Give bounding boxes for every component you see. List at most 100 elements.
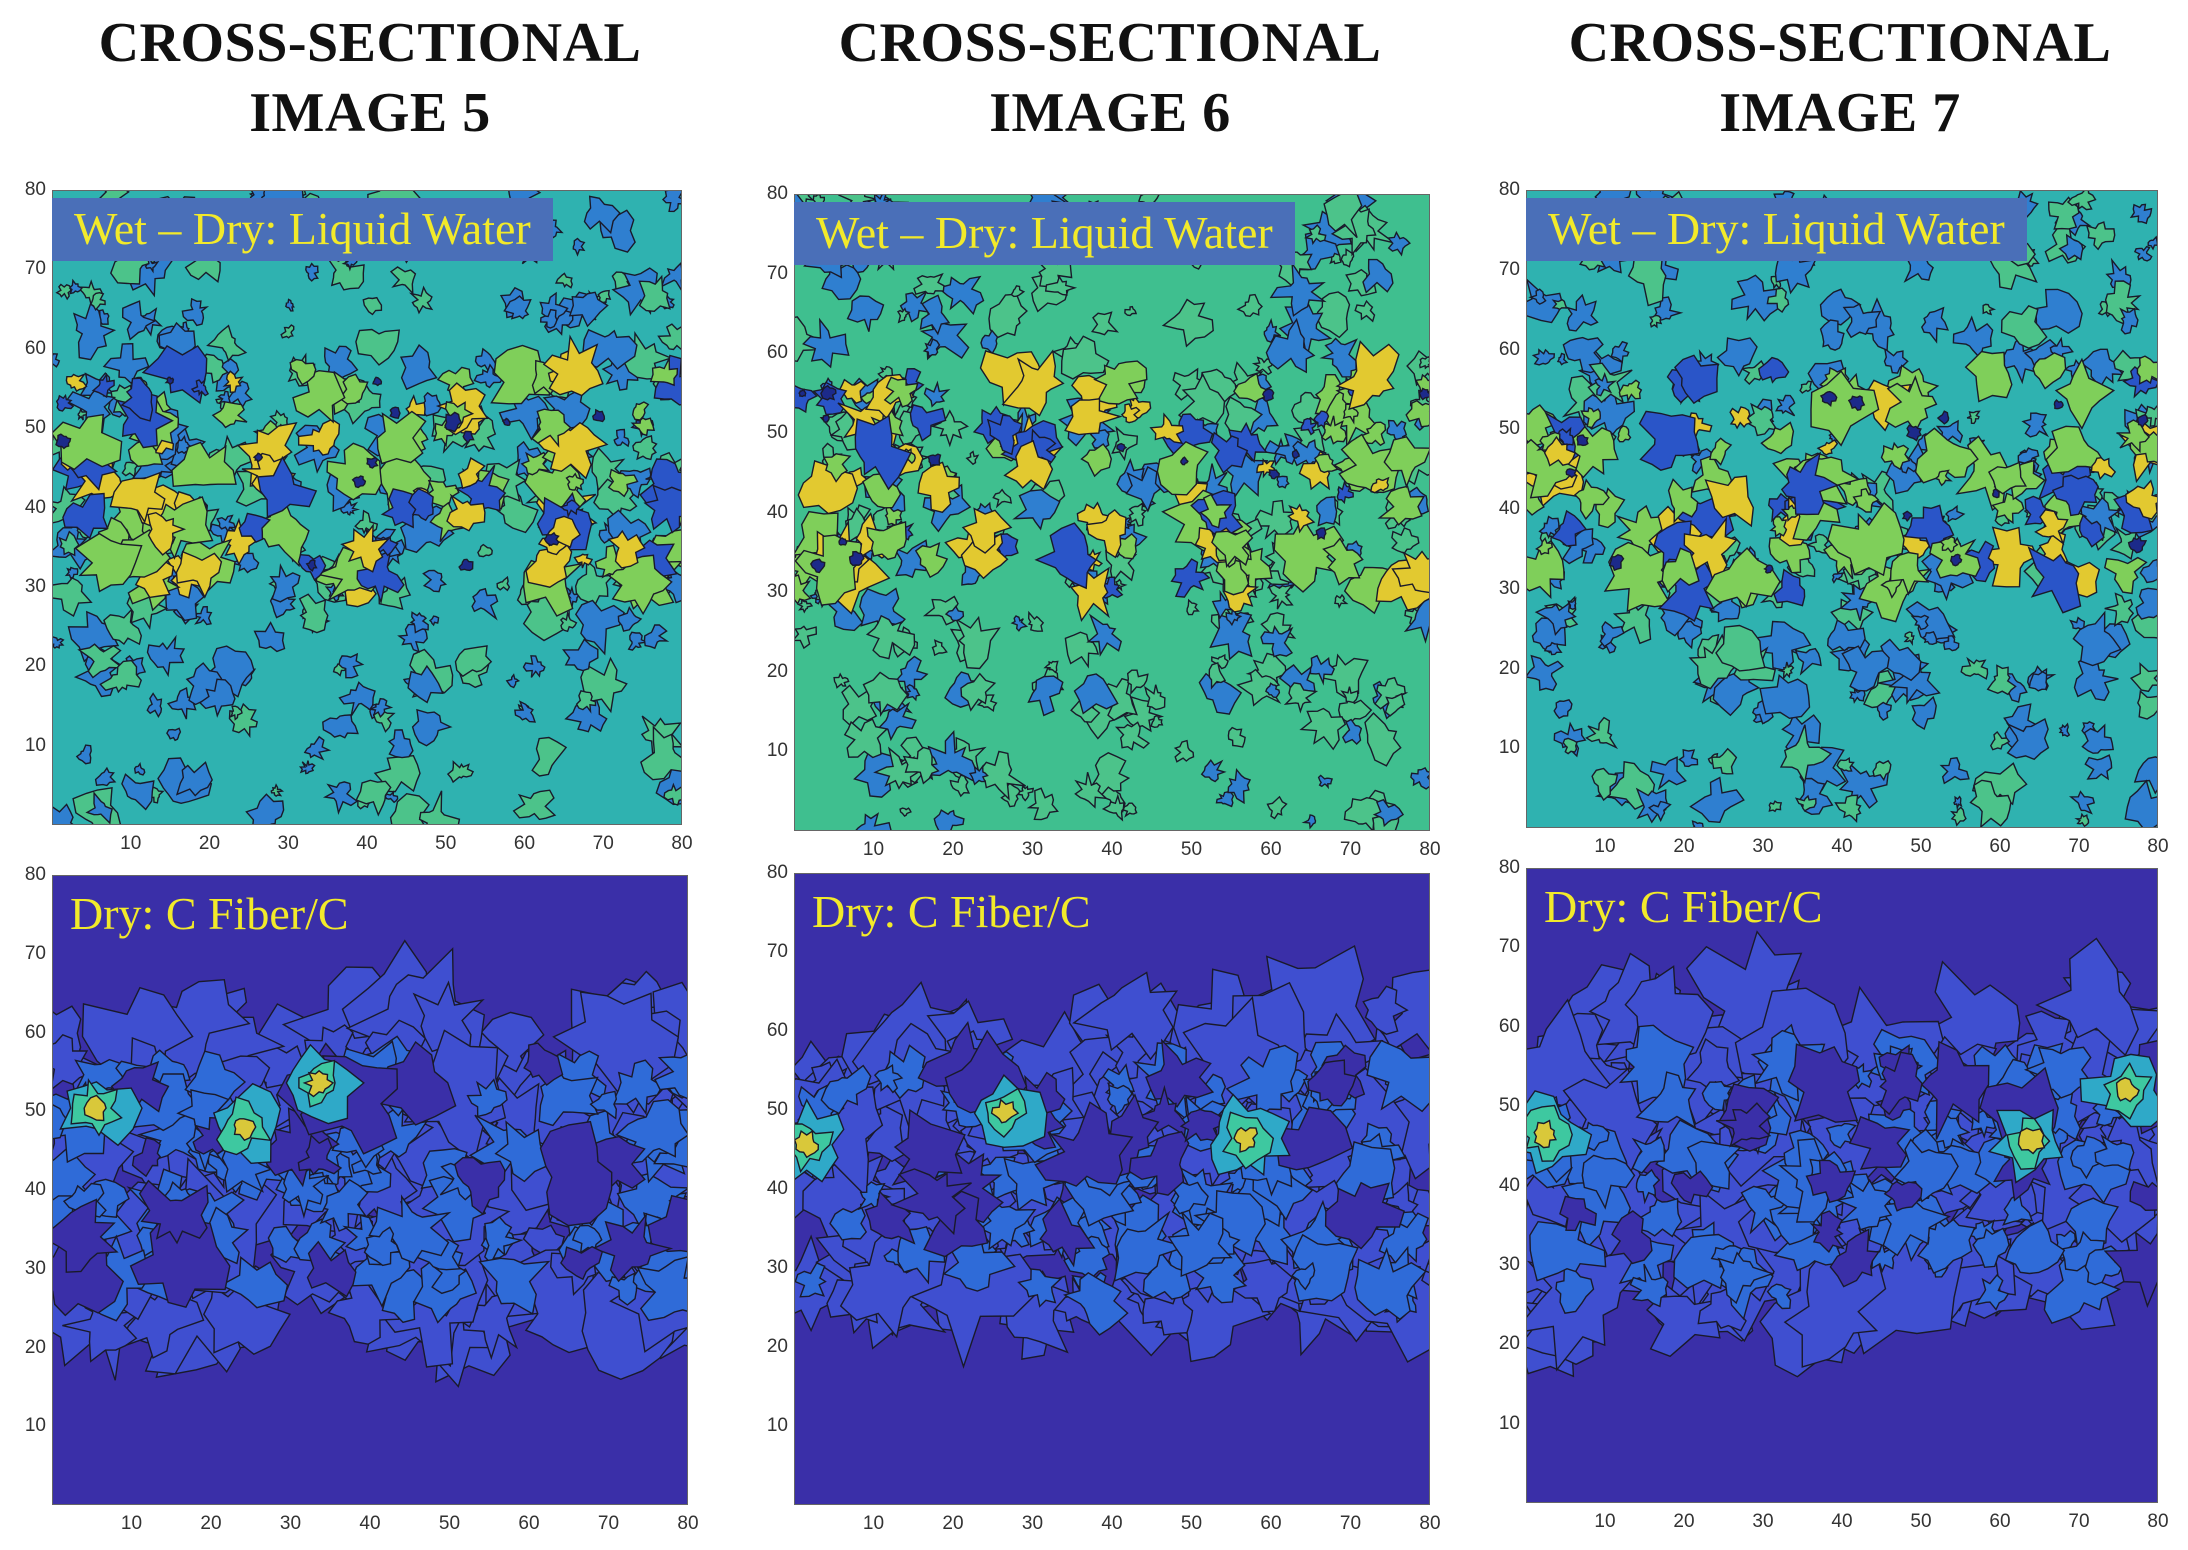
contour-region: [1372, 798, 1405, 828]
contour-region: [1074, 772, 1109, 809]
contour-region: [411, 708, 453, 747]
contour-region: [1210, 431, 1249, 474]
y-tick-label: 10: [1498, 737, 1520, 759]
contour-region: [1003, 1157, 1064, 1212]
x-tick-label: 70: [597, 1513, 620, 1534]
contour-region: [1290, 1261, 1316, 1291]
contour-region: [543, 531, 560, 546]
contour-region: [1884, 374, 1938, 434]
contour-region: [1001, 349, 1065, 417]
contour-region: [372, 710, 396, 733]
contour-region: [559, 610, 578, 633]
contour-region: [1179, 1108, 1229, 1143]
heading-line1: CROSS-SECTIONAL: [98, 12, 642, 74]
y-tick-label: 30: [1498, 577, 1520, 599]
x-tick-label: 10: [862, 839, 885, 860]
contour-region: [1283, 682, 1319, 714]
contour-region: [1017, 1268, 1063, 1308]
contour-region: [1265, 682, 1281, 699]
contour-region: [1236, 293, 1263, 318]
x-tick-label: 20: [942, 1513, 964, 1534]
contour-region: [2137, 414, 2149, 429]
contour-region: [1939, 757, 1970, 785]
contour-region: [62, 492, 109, 540]
contour-region: [1763, 564, 1774, 574]
x-tick-label: 80: [1419, 839, 1441, 860]
contour-region: [1829, 1228, 1880, 1288]
contour-region: [1535, 537, 1554, 556]
contour-region: [1027, 675, 1064, 717]
contour-region: [582, 328, 638, 370]
contour-region: [560, 1245, 604, 1281]
contour-region: [662, 190, 682, 213]
y-tick-label: 30: [766, 1257, 788, 1278]
contour-region: [822, 453, 852, 483]
contour-region: [1126, 669, 1149, 696]
y-tick-label: 60: [1498, 1015, 1520, 1037]
contour-region: [1093, 360, 1148, 405]
contour-region: [1715, 624, 1766, 672]
contour-region: [52, 803, 75, 825]
contour-region: [2051, 474, 2099, 517]
contour-region: [627, 631, 649, 651]
contour-plot-area: [1526, 190, 2158, 828]
contour-region: [1960, 656, 1989, 680]
contour-region: [1156, 440, 1209, 496]
contour-region: [1208, 662, 1227, 690]
contour-region: [1635, 1071, 1697, 1129]
x-tick-label: 30: [1752, 1511, 1774, 1532]
y-tick-label: 80: [1498, 179, 1520, 200]
contour-region: [1678, 749, 1699, 768]
x-tick-label: 30: [1752, 836, 1774, 857]
contour-region: [902, 746, 940, 785]
contour-region: [355, 779, 392, 817]
contour-region: [340, 523, 391, 573]
contour-region: [1320, 415, 1348, 445]
contour-region: [1949, 553, 1963, 567]
contour-region: [833, 672, 850, 689]
contour-region: [338, 681, 376, 717]
contour-region: [302, 1069, 335, 1098]
contour-region: [1531, 348, 1556, 366]
contour-region: [1313, 453, 1340, 474]
x-tick-label: 70: [1339, 1513, 1362, 1534]
x-tick-label: 50: [1180, 839, 1203, 860]
contour-region: [376, 410, 427, 465]
contour-region: [2081, 723, 2115, 754]
contour-region: [483, 1216, 524, 1265]
contour-region: [843, 718, 889, 759]
contour-region: [2133, 245, 2153, 262]
y-tick-label: 20: [24, 655, 46, 677]
x-tick-label: 70: [1339, 839, 1362, 860]
contour-region: [1410, 766, 1430, 790]
contour-region: [883, 376, 919, 408]
contour-region: [838, 537, 848, 546]
contour-region: [2004, 1219, 2066, 1275]
contour-region: [512, 789, 557, 821]
contour-region: [1010, 615, 1029, 632]
contour-region: [1987, 461, 2027, 495]
contour-region: [1167, 1211, 1233, 1278]
x-tick-label: 50: [1180, 1513, 1203, 1534]
contour-region: [1301, 814, 1317, 830]
x-tick-label: 60: [518, 1513, 540, 1534]
contour-region: [1704, 475, 1755, 528]
contour-region: [1715, 1102, 1772, 1148]
contour-region: [1114, 721, 1151, 751]
contour-region: [1064, 631, 1100, 669]
contour-region: [91, 372, 115, 399]
contour-region: [663, 782, 682, 806]
contour-region: [1405, 399, 1430, 428]
contour-region: [1113, 1210, 1188, 1283]
contour-region: [1303, 224, 1327, 246]
contour-region: [1128, 1131, 1190, 1196]
contour-region: [1323, 194, 1363, 239]
contour-region: [166, 686, 198, 720]
contour-region: [303, 735, 332, 761]
contour-region: [1648, 800, 1672, 823]
contour-region: [1556, 352, 1569, 366]
plot-frame: [1526, 190, 2158, 828]
contour-region: [52, 577, 93, 618]
contour-region: [1631, 1135, 1666, 1174]
contour-region: [1538, 515, 1560, 540]
